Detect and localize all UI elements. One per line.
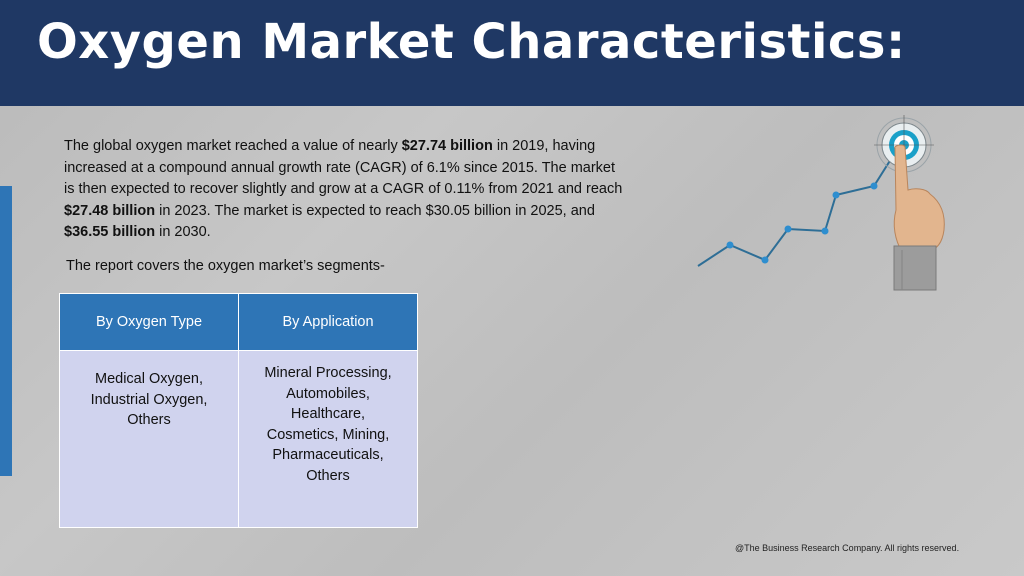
title-bar: Oxygen Market Characteristics:	[0, 0, 1024, 106]
growth-illustration	[697, 115, 945, 291]
intro-value-2019: $27.74 billion	[401, 138, 493, 154]
intro-value-2023: $27.48 billion	[64, 202, 156, 219]
table-row: Medical Oxygen, Industrial Oxygen, Other…	[59, 350, 418, 528]
hand-pointing-icon	[893, 144, 945, 291]
header-by-oxygen-type: By Oxygen Type	[59, 293, 239, 351]
applications-list: Mineral Processing, Automobiles, Healthc…	[264, 365, 392, 484]
left-accent-bar	[0, 186, 12, 476]
oxygen-types-list: Medical Oxygen, Industrial Oxygen, Other…	[90, 371, 208, 428]
slide-title: Oxygen Market Characteristics:	[37, 14, 906, 70]
growth-chart-icon	[697, 147, 899, 267]
intro-text-1: The global oxygen market reached a value…	[64, 138, 402, 154]
intro-value-2030: $36.55 billion	[64, 224, 156, 240]
intro-paragraph: The global oxygen market reached a value…	[64, 136, 624, 244]
intro-text-3: in 2023. The market is expected to reach…	[155, 202, 595, 219]
footer-copyright: @The Business Research Company. All righ…	[735, 543, 960, 553]
cell-oxygen-types: Medical Oxygen, Industrial Oxygen, Other…	[59, 350, 239, 528]
segments-intro: The report covers the oxygen market’s se…	[66, 258, 385, 274]
intro-text-2: in 2019, having increased at a compound …	[64, 138, 623, 197]
intro-text-4: in 2030.	[155, 224, 211, 240]
cell-applications: Mineral Processing, Automobiles, Healthc…	[238, 350, 418, 528]
header-by-application: By Application	[238, 293, 418, 351]
table-header-row: By Oxygen Type By Application	[59, 293, 418, 351]
segments-table: By Oxygen Type By Application Medical Ox…	[59, 293, 418, 528]
